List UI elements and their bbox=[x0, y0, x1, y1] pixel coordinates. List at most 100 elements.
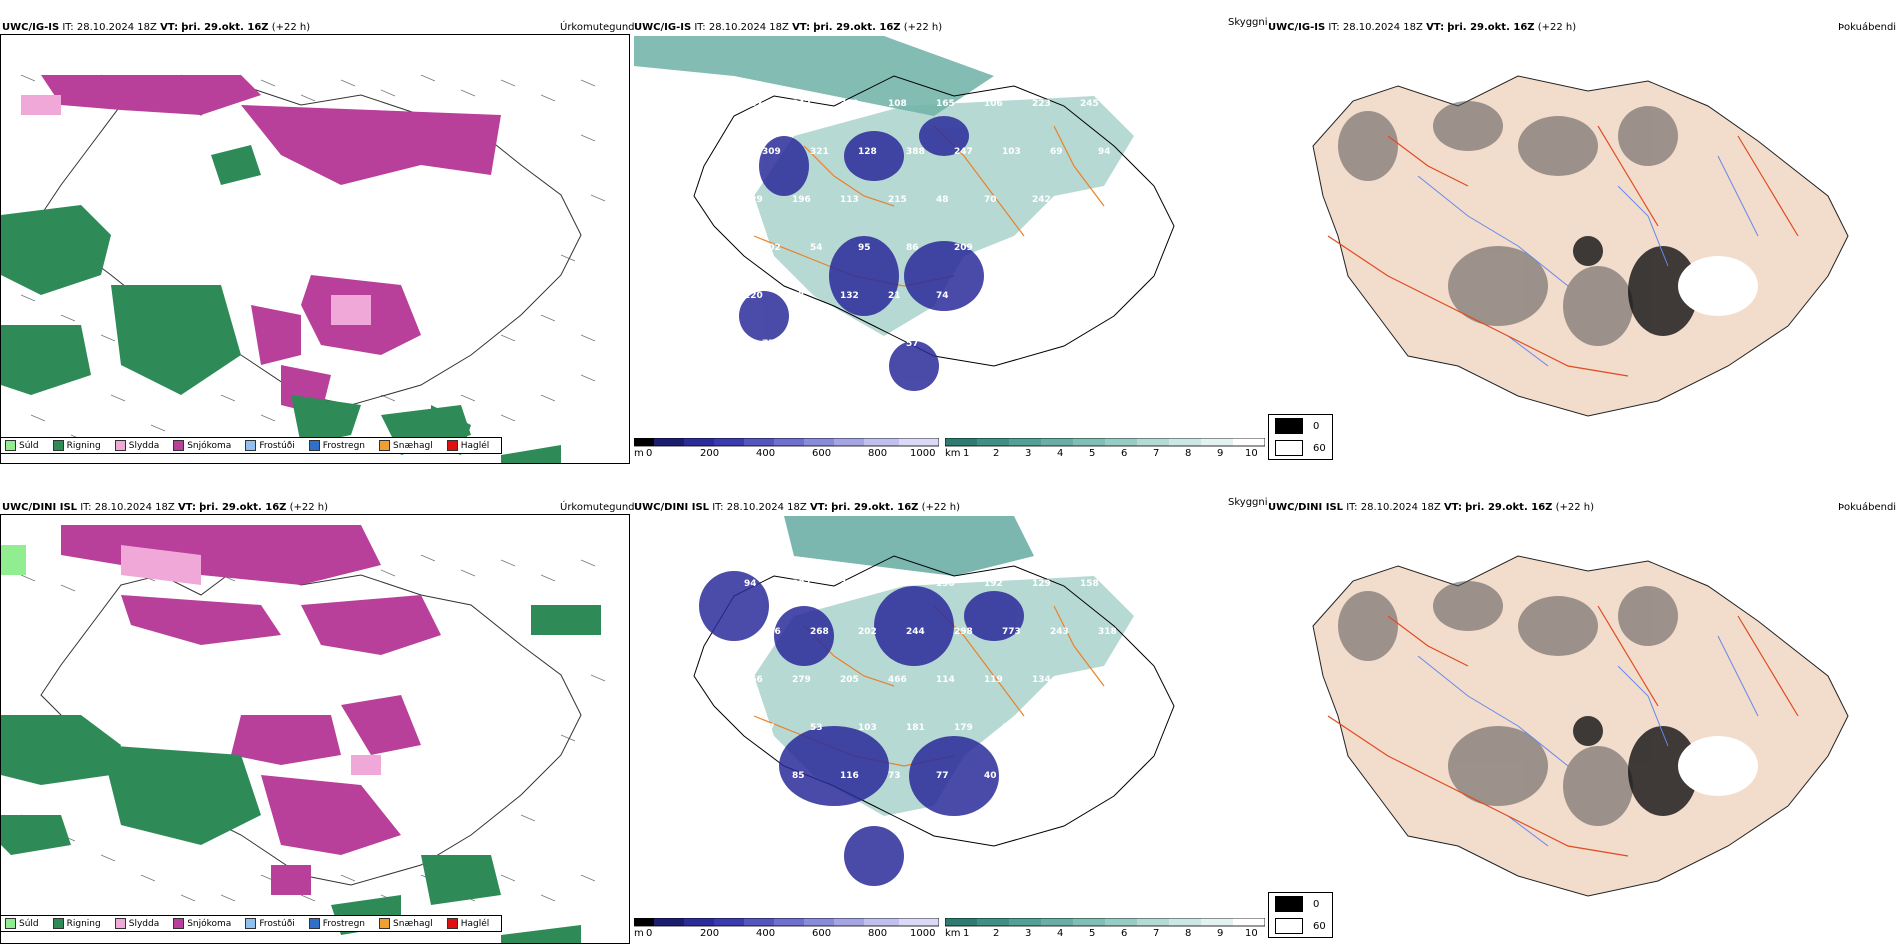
ceiling-number-label: 181 bbox=[906, 723, 925, 733]
fog-dark-2 bbox=[1573, 716, 1698, 816]
legend-swatch-frostregn bbox=[308, 440, 320, 451]
roads-fog-1 bbox=[1327, 125, 1799, 377]
precip-map-1[interactable] bbox=[0, 34, 630, 464]
fog-legend-2: 0 60 bbox=[1268, 892, 1333, 938]
fog-map-1[interactable] bbox=[1268, 36, 1900, 436]
fog-header-2: UWC/DINI ISL IT: 28.10.2024 18Z VT: þri.… bbox=[1268, 502, 1595, 513]
legend-item: Snjókoma bbox=[173, 918, 231, 929]
ceiling-number-label: 267 bbox=[744, 99, 763, 109]
ceiling-number-label: 69 bbox=[1050, 147, 1063, 157]
precip-map-svg-2 bbox=[1, 525, 606, 943]
ceiling-number-label: 94 bbox=[744, 579, 757, 589]
ceiling-blobs-1 bbox=[739, 116, 984, 391]
ceiling-number-label: 207 bbox=[792, 579, 811, 589]
cloud-numbers-1: 267 342 319 108 165 106 223 245 309 321 128 388 247 1… bbox=[744, 99, 1117, 349]
legend-item: Frostregn bbox=[308, 918, 365, 929]
ceiling-number-label: 243 bbox=[1050, 627, 1069, 637]
legend-swatch-frostudi bbox=[245, 918, 257, 929]
legend-item: Snjókoma bbox=[173, 440, 231, 451]
ceiling-number-label: 158 bbox=[1080, 579, 1099, 589]
precip-header-2: UWC/DINI ISL IT: 28.10.2024 18Z VT: þri.… bbox=[2, 502, 329, 513]
ceiling-number-label: 21 bbox=[888, 291, 901, 301]
ceiling-number-label: 279 bbox=[792, 675, 811, 685]
snow-areas-1 bbox=[41, 75, 501, 415]
fog-legend-1: 0 60 bbox=[1268, 414, 1333, 460]
legend-swatch-frostudi bbox=[245, 440, 257, 451]
legend-swatch-frostregn bbox=[308, 918, 320, 929]
fog-swatch-white bbox=[1275, 918, 1303, 934]
ceiling-number-label: 179 bbox=[954, 723, 973, 733]
ceiling-number-label: 247 bbox=[954, 147, 973, 157]
snow-areas-2 bbox=[61, 525, 441, 895]
precip-title-1: Úrkomutegund bbox=[560, 22, 635, 33]
ceiling-number-label: 102 bbox=[762, 243, 781, 253]
ceiling-number-label: 134 bbox=[1032, 675, 1051, 685]
ceiling-number-label: 113 bbox=[840, 195, 859, 205]
cloud-map-2[interactable]: 94 207 318 329 190 192 129 158 186 268 202 244 298 77… bbox=[634, 516, 1264, 914]
legend-item: Haglél bbox=[446, 440, 489, 451]
legend-swatch-rigning bbox=[52, 440, 64, 451]
legend-swatch-snaehagl bbox=[379, 440, 391, 451]
ceiling-number-label: 318 bbox=[840, 579, 859, 589]
visibility-band-1 bbox=[634, 36, 994, 116]
precip-map-2[interactable] bbox=[0, 514, 630, 944]
legend-swatch-sudl bbox=[5, 918, 16, 929]
visibility-band-2 bbox=[784, 516, 1034, 576]
cloud-title-1: Skyggni bbox=[1228, 17, 1268, 28]
ceiling-number-label: 319 bbox=[840, 99, 859, 109]
legend-item: Slydda bbox=[114, 440, 159, 451]
precip-map-svg-1 bbox=[1, 74, 606, 463]
legend-item: Rigning bbox=[52, 918, 101, 929]
fog-swatch-black bbox=[1275, 896, 1303, 912]
ceiling-number-label: 83 bbox=[1080, 291, 1093, 301]
legend-item: Frostúði bbox=[245, 918, 295, 929]
ceiling-number-label: 85 bbox=[792, 771, 805, 781]
ceiling-number-label: 166 bbox=[744, 675, 763, 685]
rain-areas-1 bbox=[1, 145, 561, 463]
ceiling-number-label: 298 bbox=[954, 627, 973, 637]
ceiling-number-label: 190 bbox=[936, 579, 955, 589]
precip-legend-2: Súld Rigning Slydda Snjókoma Frostúði Fr… bbox=[0, 915, 503, 932]
fog-legend-row: 0 bbox=[1269, 893, 1332, 915]
cloud-header-1: UWC/IG-IS IT: 28.10.2024 18Z VT: þri. 29… bbox=[634, 22, 943, 33]
ceiling-number-label: 223 bbox=[1032, 99, 1051, 109]
cloud-header-2: UWC/DINI ISL IT: 28.10.2024 18Z VT: þri.… bbox=[634, 502, 961, 513]
ceiling-number-label: 108 bbox=[888, 99, 907, 109]
ceiling-number-label: 48 bbox=[936, 195, 949, 205]
iceland-coast-cloud-2 bbox=[693, 555, 1175, 847]
legend-item: Haglél bbox=[446, 918, 489, 929]
ceiling-number-label: 165 bbox=[936, 99, 955, 109]
visibility-colorbar-2 bbox=[945, 918, 1265, 927]
visibility-colorbar-labels-2: km 1 2 3 4 5 6 7 8 9 10 bbox=[945, 928, 1258, 939]
visibility-unit: km bbox=[945, 928, 961, 939]
ceiling-colorbar-2 bbox=[634, 918, 939, 927]
roads-fog-2 bbox=[1327, 605, 1799, 857]
ceiling-number-label: 86 bbox=[906, 243, 919, 253]
ceiling-number-label: 268 bbox=[810, 627, 829, 637]
ceiling-unit: m bbox=[634, 928, 644, 939]
ceiling-number-label: 220 bbox=[744, 291, 763, 301]
ceiling-number-label: 245 bbox=[1080, 99, 1099, 109]
precip-legend-1: Súld Rigning Slydda Snjókoma Frostúði Fr… bbox=[0, 437, 503, 454]
ceiling-colorbar-1 bbox=[634, 438, 939, 447]
fog-shading-2 bbox=[1338, 581, 1678, 826]
ceiling-number-label: 129 bbox=[1032, 579, 1051, 589]
cloud-map-1[interactable]: 267 342 319 108 165 106 223 245 309 321 128 388 247 1… bbox=[634, 36, 1264, 436]
ceiling-number-label: 244 bbox=[906, 627, 925, 637]
fog-map-2[interactable] bbox=[1268, 516, 1900, 916]
ceiling-number-label: 108 bbox=[1098, 723, 1117, 733]
ceiling-number-label: 46 bbox=[1032, 291, 1045, 301]
ceiling-number-label: 202 bbox=[858, 627, 877, 637]
legend-swatch-snjokoma bbox=[173, 440, 185, 451]
ceiling-unit: m bbox=[634, 448, 644, 459]
fog-map-svg-2 bbox=[1312, 555, 1849, 897]
ceiling-number-label: 94 bbox=[1098, 147, 1111, 157]
ceiling-number-label: 209 bbox=[954, 243, 973, 253]
ceiling-number-label: 215 bbox=[888, 195, 907, 205]
sleet-areas-2 bbox=[121, 545, 381, 775]
legend-swatch-hagel bbox=[446, 440, 458, 451]
ceiling-number-label: 192 bbox=[984, 579, 1003, 589]
ceiling-number-label: 196 bbox=[792, 195, 811, 205]
fog-clear-1 bbox=[1678, 256, 1758, 316]
row-2: UWC/DINI ISL IT: 28.10.2024 18Z VT: þri.… bbox=[0, 478, 1900, 950]
